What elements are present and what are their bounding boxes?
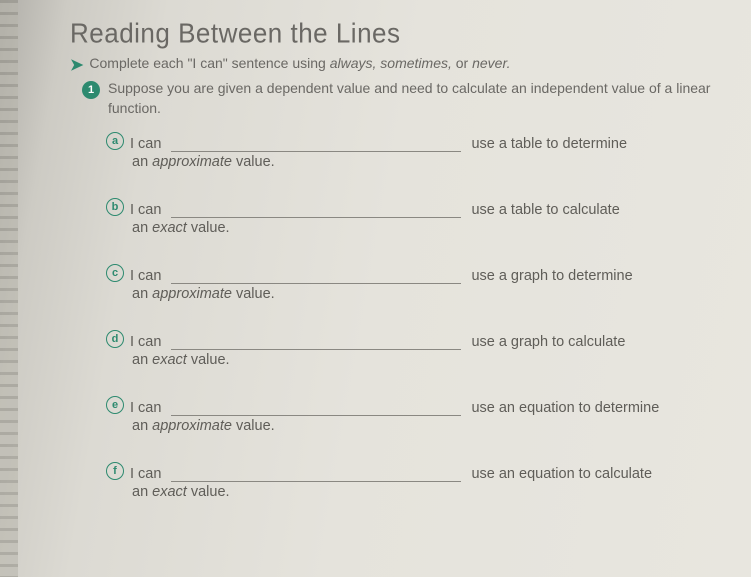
item-line2: an approximate value. xyxy=(132,154,711,170)
item-line1: c I can use a graph to determine xyxy=(106,264,711,284)
item-b: b I can use a table to calculate an exac… xyxy=(106,198,711,236)
item-c: c I can use a graph to determine an appr… xyxy=(106,264,711,302)
item-line2: an approximate value. xyxy=(132,418,711,434)
letter-badge: d xyxy=(106,330,124,348)
item-line1: a I can use a table to determine xyxy=(106,132,711,152)
sub-em: approximate xyxy=(152,154,232,170)
lead-text: I can xyxy=(130,334,161,350)
letter-badge: c xyxy=(106,264,124,282)
lead-text: I can xyxy=(130,466,161,482)
items-list: a I can use a table to determine an appr… xyxy=(106,132,711,500)
tail-text: use a graph to calculate xyxy=(471,334,625,350)
letter-badge: e xyxy=(106,396,124,414)
sub-em: approximate xyxy=(152,418,232,434)
instruction-or: or xyxy=(452,55,472,71)
item-line1: e I can use an equation to determine xyxy=(106,396,711,416)
item-line1: d I can use a graph to calculate xyxy=(106,330,711,350)
item-line1: b I can use a table to calculate xyxy=(106,198,711,218)
item-line2: an exact value. xyxy=(132,220,711,236)
sub-em: exact xyxy=(152,352,187,368)
answer-blank[interactable] xyxy=(171,398,461,416)
item-line1: f I can use an equation to calculate xyxy=(106,462,711,482)
sub-em: exact xyxy=(152,220,187,236)
item-f: f I can use an equation to calculate an … xyxy=(106,462,711,500)
sub-pre: an xyxy=(132,484,152,500)
question-text: Suppose you are given a dependent value … xyxy=(108,79,711,118)
item-line2: an exact value. xyxy=(132,352,711,368)
tail-text: use a table to determine xyxy=(471,136,627,152)
sub-post: value. xyxy=(187,220,230,236)
instruction-text: Complete each "I can" sentence using alw… xyxy=(89,55,510,71)
lead-text: I can xyxy=(130,202,161,218)
tail-text: use an equation to calculate xyxy=(471,466,652,482)
sub-pre: an xyxy=(132,418,152,434)
answer-blank[interactable] xyxy=(171,464,461,482)
sub-pre: an xyxy=(132,154,152,170)
sub-em: exact xyxy=(152,484,187,500)
tail-text: use an equation to determine xyxy=(471,400,659,416)
answer-blank[interactable] xyxy=(171,266,461,284)
page-title: Reading Between the Lines xyxy=(70,17,711,50)
tail-text: use a graph to determine xyxy=(471,268,632,284)
answer-blank[interactable] xyxy=(171,200,461,218)
answer-blank[interactable] xyxy=(171,332,461,350)
sub-em: approximate xyxy=(152,286,232,302)
instruction-last: never. xyxy=(472,55,510,71)
sub-pre: an xyxy=(132,286,152,302)
instruction-row: ➤ Complete each "I can" sentence using a… xyxy=(70,55,711,75)
sub-post: value. xyxy=(232,286,275,302)
item-e: e I can use an equation to determine an … xyxy=(106,396,711,434)
letter-badge: a xyxy=(106,132,124,150)
tail-text: use a table to calculate xyxy=(471,202,619,218)
lead-text: I can xyxy=(130,136,161,152)
sub-post: value. xyxy=(232,418,275,434)
sub-post: value. xyxy=(187,484,230,500)
letter-badge: b xyxy=(106,198,124,216)
sub-post: value. xyxy=(232,154,275,170)
chevron-icon: ➤ xyxy=(70,57,83,75)
instruction-words: always, sometimes, xyxy=(330,55,452,71)
letter-badge: f xyxy=(106,462,124,480)
question-row: 1 Suppose you are given a dependent valu… xyxy=(82,79,711,118)
spiral-binding xyxy=(0,0,18,577)
answer-blank[interactable] xyxy=(171,134,461,152)
item-line2: an exact value. xyxy=(132,484,711,500)
instruction-prefix: Complete each "I can" sentence using xyxy=(89,55,329,71)
lead-text: I can xyxy=(130,268,161,284)
worksheet-page: Reading Between the Lines ➤ Complete eac… xyxy=(0,0,751,548)
lead-text: I can xyxy=(130,400,161,416)
sub-post: value. xyxy=(187,352,230,368)
item-d: d I can use a graph to calculate an exac… xyxy=(106,330,711,368)
item-a: a I can use a table to determine an appr… xyxy=(106,132,711,170)
sub-pre: an xyxy=(132,352,152,368)
item-line2: an approximate value. xyxy=(132,286,711,302)
sub-pre: an xyxy=(132,220,152,236)
question-number-badge: 1 xyxy=(82,81,100,99)
